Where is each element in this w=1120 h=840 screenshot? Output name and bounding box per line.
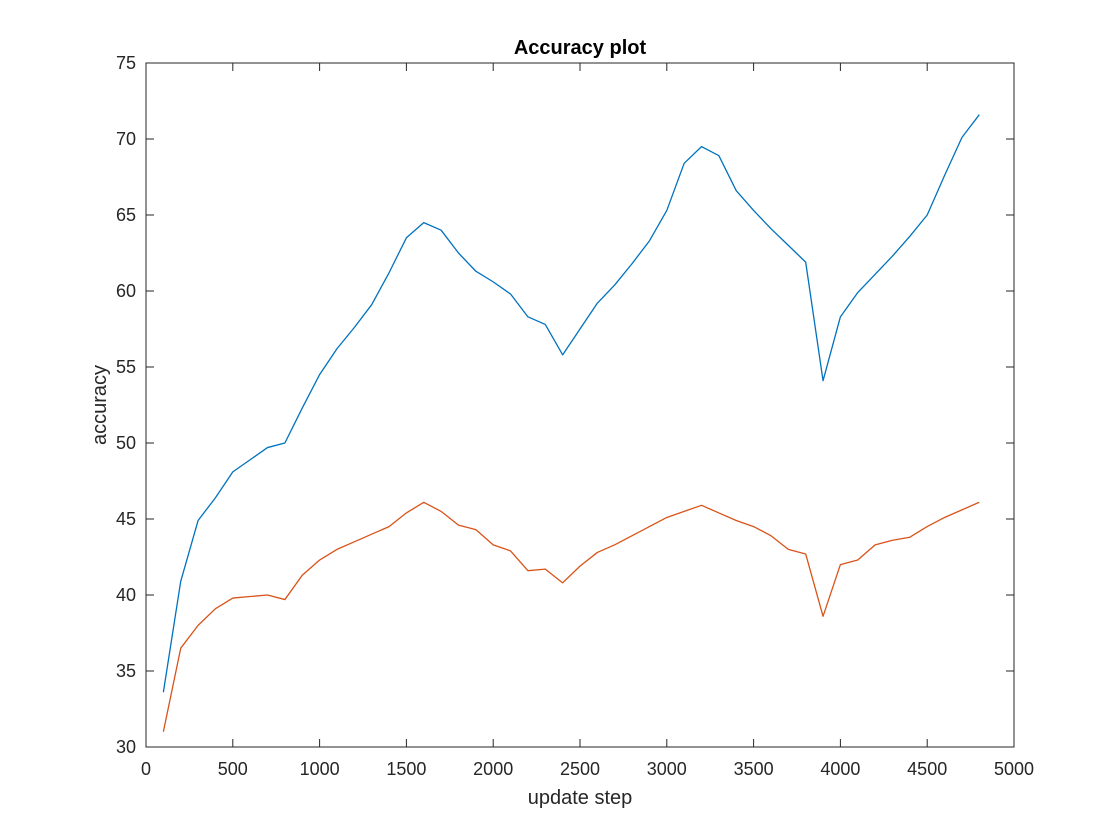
x-tick-label: 4500 bbox=[907, 759, 947, 779]
series-layer bbox=[162, 114, 980, 732]
y-tick-label: 60 bbox=[116, 281, 136, 301]
y-tick-label: 75 bbox=[116, 53, 136, 73]
plot-area bbox=[146, 63, 1014, 747]
y-axis-title: accuracy bbox=[89, 365, 111, 445]
y-tick-label: 40 bbox=[116, 585, 136, 605]
series-line-1 bbox=[162, 114, 980, 693]
axes-layer: 0 500 1000 1500 2000 2500 3000 3500 4000 4500 5000… bbox=[116, 53, 1034, 779]
y-tick-label: 30 bbox=[116, 737, 136, 757]
y-tick-label: 55 bbox=[116, 357, 136, 377]
y-tick-label: 50 bbox=[116, 433, 136, 453]
x-tick-label: 4000 bbox=[820, 759, 860, 779]
x-tick-label: 2000 bbox=[473, 759, 513, 779]
x-tick-label: 1500 bbox=[386, 759, 426, 779]
series-line-2 bbox=[162, 501, 980, 732]
x-tick-label: 5000 bbox=[994, 759, 1034, 779]
y-tick-label: 45 bbox=[116, 509, 136, 529]
x-tick-label: 2500 bbox=[560, 759, 600, 779]
x-axis-title: update step bbox=[528, 787, 633, 809]
y-tick-label: 35 bbox=[116, 661, 136, 681]
y-tick-label: 65 bbox=[116, 205, 136, 225]
chart-title: Accuracy plot bbox=[514, 37, 647, 59]
x-tick-label: 1000 bbox=[300, 759, 340, 779]
x-tick-label: 0 bbox=[141, 759, 151, 779]
x-tick-label: 500 bbox=[218, 759, 248, 779]
y-tick-label: 70 bbox=[116, 129, 136, 149]
x-tick-label: 3000 bbox=[647, 759, 687, 779]
x-tick-label: 3500 bbox=[734, 759, 774, 779]
